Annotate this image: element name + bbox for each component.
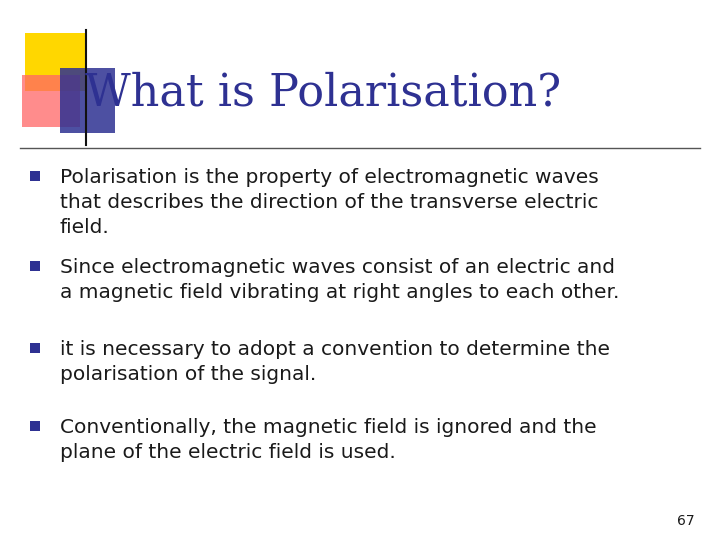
Bar [30, 343, 40, 353]
Text: it is necessary to adopt a convention to determine the
polarisation of the signa: it is necessary to adopt a convention to… [60, 340, 610, 384]
FancyBboxPatch shape [25, 33, 87, 91]
FancyBboxPatch shape [60, 68, 115, 133]
Text: What is Polarisation?: What is Polarisation? [85, 71, 561, 114]
Text: Since electromagnetic waves consist of an electric and
a magnetic field vibratin: Since electromagnetic waves consist of a… [60, 258, 619, 302]
Text: 67: 67 [678, 514, 695, 528]
Bar [30, 171, 40, 181]
FancyBboxPatch shape [22, 75, 80, 127]
Bar [30, 421, 40, 431]
Text: Polarisation is the property of electromagnetic waves
that describes the directi: Polarisation is the property of electrom… [60, 168, 599, 237]
Bar [30, 261, 40, 271]
Text: Conventionally, the magnetic field is ignored and the
plane of the electric fiel: Conventionally, the magnetic field is ig… [60, 418, 597, 462]
